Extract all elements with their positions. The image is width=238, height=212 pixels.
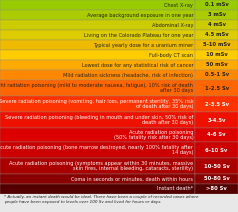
Bar [195, 50, 238, 60]
Bar [195, 142, 238, 158]
Text: Typical yearly dose for a uranium miner: Typical yearly dose for a uranium miner [93, 42, 193, 47]
Bar [0, 0, 195, 10]
Bar [195, 20, 238, 30]
Bar [195, 60, 238, 70]
Text: 1-2.5 Sv: 1-2.5 Sv [204, 85, 229, 91]
Bar [195, 0, 238, 10]
Text: 3 mSv: 3 mSv [208, 13, 226, 18]
Bar [0, 20, 195, 30]
Text: 4-6 Sv: 4-6 Sv [207, 132, 226, 138]
Text: Living on the Colorado Plateau for one year: Living on the Colorado Plateau for one y… [84, 32, 193, 38]
Bar [195, 10, 238, 20]
Text: Average background exposure in one year: Average background exposure in one year [86, 13, 193, 18]
Text: Severe radiation poisoning (vomiting, hair loss, permanent sterility, 35% risk
o: Severe radiation poisoning (vomiting, ha… [0, 99, 193, 109]
Bar [0, 112, 195, 128]
Text: 10 mSv: 10 mSv [206, 53, 228, 57]
Text: Instant death*: Instant death* [157, 187, 193, 191]
Bar [195, 40, 238, 50]
Text: Coma in seconds or minutes, death within hours: Coma in seconds or minutes, death within… [71, 177, 193, 181]
Bar [195, 112, 238, 128]
Text: 6-10 Sv: 6-10 Sv [205, 148, 228, 152]
Bar [195, 158, 238, 174]
Bar [195, 80, 238, 96]
Text: >80 Sv: >80 Sv [206, 187, 227, 191]
Bar [195, 184, 238, 194]
Text: 2-3.5 Sv: 2-3.5 Sv [205, 102, 228, 106]
Text: Severe radiation poisoning (bleeding in mouth and under skin, 50% risk of
death : Severe radiation poisoning (bleeding in … [5, 115, 193, 125]
Text: Acute radiation poisoning
(50% fatality risk after 30 days): Acute radiation poisoning (50% fatality … [114, 130, 193, 140]
Bar [0, 96, 195, 112]
Bar [0, 80, 195, 96]
Text: Full-body CT scan: Full-body CT scan [149, 53, 193, 57]
Bar [0, 142, 195, 158]
Text: Abdominal X-ray: Abdominal X-ray [152, 22, 193, 28]
Bar [0, 50, 195, 60]
Text: Chest X-ray: Chest X-ray [164, 3, 193, 7]
Text: 50-80 Sv: 50-80 Sv [204, 177, 229, 181]
Bar [0, 10, 195, 20]
Bar [195, 128, 238, 142]
Bar [195, 70, 238, 80]
Bar [0, 158, 195, 174]
Bar [0, 70, 195, 80]
Text: 4 mSv: 4 mSv [208, 22, 226, 28]
Text: 0.5-1 Sv: 0.5-1 Sv [204, 73, 229, 78]
Text: Acute radiation poisoning (bone marrow destroyed, nearly 100% fatality after
14 : Acute radiation poisoning (bone marrow d… [0, 145, 193, 155]
Text: 0.1 mSv: 0.1 mSv [205, 3, 228, 7]
Bar [195, 30, 238, 40]
Bar [0, 184, 195, 194]
Bar [0, 128, 195, 142]
Bar [195, 174, 238, 184]
Text: Mild radiation sickness (headache, risk of infection): Mild radiation sickness (headache, risk … [63, 73, 193, 78]
Text: 10-50 Sv: 10-50 Sv [204, 163, 229, 169]
Bar [0, 174, 195, 184]
Bar [0, 30, 195, 40]
Text: Lowest dose for any statistical risk of cancer: Lowest dose for any statistical risk of … [81, 63, 193, 67]
Text: Acute radiation poisoning (symptoms appear within 30 minutes, massive
skin fires: Acute radiation poisoning (symptoms appe… [9, 161, 193, 171]
Bar [0, 60, 195, 70]
Text: * Actually, an instant death would be ideal. There have been a couple of recorde: * Actually, an instant death would be id… [4, 195, 198, 204]
Text: 3-4.5v: 3-4.5v [207, 117, 226, 123]
Bar [195, 96, 238, 112]
Text: 4.5 mSv: 4.5 mSv [205, 32, 228, 38]
Text: 50 mSv: 50 mSv [206, 63, 227, 67]
Text: 5-10 mSv: 5-10 mSv [203, 42, 230, 47]
Bar [0, 40, 195, 50]
Text: Light radiation poisoning (mild to moderate nausea, fatigue), 10% risk of death
: Light radiation poisoning (mild to moder… [0, 83, 193, 93]
